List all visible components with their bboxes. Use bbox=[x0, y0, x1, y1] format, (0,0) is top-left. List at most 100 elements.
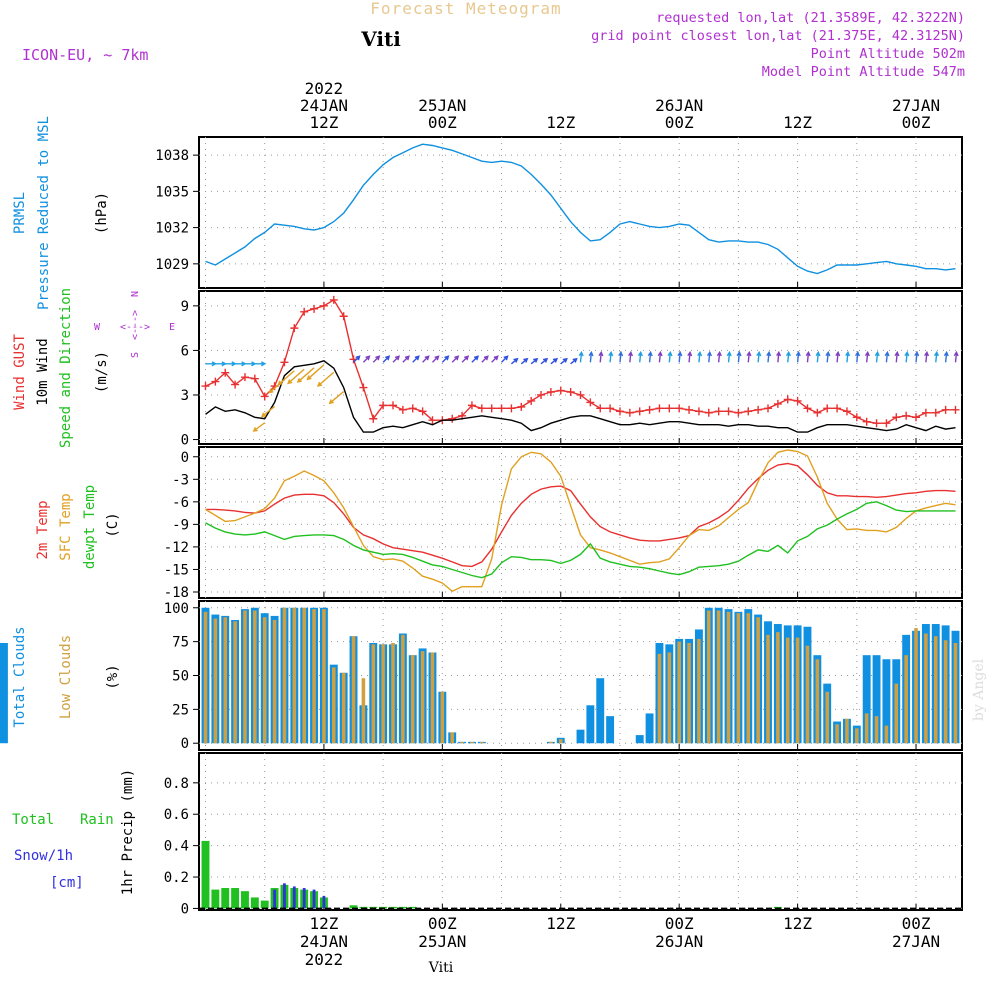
gust-marker bbox=[625, 408, 634, 417]
series-line-2 bbox=[205, 501, 956, 579]
wind-arrow bbox=[277, 370, 295, 386]
low-cloud-bar bbox=[381, 644, 385, 744]
low-cloud-bar bbox=[855, 728, 859, 744]
snow-bar bbox=[322, 895, 326, 909]
low-cloud-bar bbox=[943, 640, 948, 744]
wind-arrow bbox=[451, 355, 460, 363]
bottom-time-label: 12Z bbox=[546, 914, 575, 933]
low-cloud-bar bbox=[401, 634, 405, 744]
gust-marker bbox=[369, 414, 378, 423]
wind-arrow bbox=[736, 350, 742, 363]
gust-marker bbox=[764, 404, 772, 413]
footer-location: Viti bbox=[428, 960, 454, 976]
gust-marker bbox=[823, 404, 832, 413]
low-cloud-bar bbox=[835, 724, 839, 744]
wind-arrow bbox=[520, 357, 529, 365]
wind-arrow bbox=[805, 350, 811, 363]
low-cloud-bar bbox=[420, 651, 425, 744]
wind-arrow bbox=[254, 361, 267, 367]
y-tick-label: 0.8 bbox=[164, 776, 189, 792]
product-title: Forecast Meteogram bbox=[370, 0, 561, 18]
rain-bar bbox=[408, 906, 417, 909]
gust-marker bbox=[319, 301, 328, 310]
gust-marker bbox=[379, 401, 388, 410]
gust-marker bbox=[339, 312, 348, 321]
grid-point-coords: grid point closest lon,lat (21.375E, 42.… bbox=[591, 28, 965, 44]
gust-marker bbox=[467, 401, 476, 410]
rain-bar bbox=[349, 905, 358, 909]
wind-arrow bbox=[726, 350, 732, 363]
snow-bar bbox=[273, 889, 276, 909]
wind-arrow bbox=[578, 350, 584, 363]
rain-bar bbox=[241, 891, 249, 909]
y-tick-label: 25 bbox=[172, 702, 189, 718]
y-tick-label: -18 bbox=[164, 585, 189, 601]
rain-label-total: Total bbox=[12, 812, 54, 828]
gust-marker bbox=[744, 407, 753, 416]
low-cloud-bar bbox=[687, 642, 691, 744]
compass-s: S bbox=[130, 352, 141, 358]
y-tick-label: 0 bbox=[181, 450, 189, 466]
gust-marker bbox=[546, 388, 555, 397]
wind-arrow bbox=[933, 350, 939, 363]
y-tick-label: 1029 bbox=[155, 257, 189, 273]
panel-frame bbox=[198, 290, 963, 445]
gust-marker bbox=[941, 405, 950, 414]
low-cloud-bar bbox=[864, 713, 869, 744]
wind-arrow bbox=[667, 350, 673, 363]
wind-arrow bbox=[481, 355, 489, 363]
gust-marker bbox=[912, 413, 921, 422]
wind-arrow bbox=[953, 350, 959, 363]
low-cloud-bar bbox=[253, 610, 257, 744]
y-tick-label: 0.4 bbox=[164, 839, 189, 855]
low-cloud-bar bbox=[894, 683, 899, 744]
panel-2: 0 -3 -6 -9 -12 -15 -18 bbox=[164, 446, 963, 601]
wind-arrow bbox=[570, 357, 578, 365]
y-tick-label: 50 bbox=[172, 669, 189, 685]
y-tick-label: 0 bbox=[181, 433, 189, 449]
low-cloud-bar bbox=[322, 609, 326, 744]
wind-arrow bbox=[235, 361, 247, 367]
gust-marker bbox=[754, 405, 763, 414]
wind-arrow bbox=[306, 364, 325, 381]
top-time-label: 27JAN bbox=[892, 96, 940, 115]
low-cloud-bar bbox=[736, 613, 741, 744]
low-cloud-bar bbox=[657, 653, 662, 744]
point-altitude: Point Altitude 502m bbox=[811, 46, 965, 62]
compass-w: W bbox=[94, 322, 101, 333]
rain-bar bbox=[250, 897, 259, 909]
wind-arrow bbox=[943, 350, 949, 363]
gust-marker bbox=[783, 395, 792, 404]
gust-marker bbox=[872, 419, 881, 428]
wind-arrow bbox=[845, 350, 851, 363]
rain-bar bbox=[211, 889, 220, 909]
wind-arrow bbox=[392, 355, 401, 363]
low-cloud-bar bbox=[785, 637, 790, 744]
gust-marker bbox=[576, 390, 585, 399]
wind-arrow bbox=[550, 357, 559, 365]
low-cloud-bar bbox=[776, 632, 780, 744]
wind-arrow bbox=[766, 350, 772, 363]
low-cloud-bar bbox=[341, 672, 346, 744]
wind-arrow bbox=[431, 355, 440, 363]
gust-marker bbox=[556, 386, 565, 395]
y-tick-label: 1038 bbox=[155, 148, 189, 164]
gust-marker bbox=[714, 407, 723, 416]
low-cloud-bar bbox=[924, 633, 928, 744]
rain-bar bbox=[231, 888, 240, 909]
wind-arrow bbox=[540, 357, 549, 365]
low-cloud-bar bbox=[805, 645, 810, 744]
total-cloud-bar bbox=[586, 705, 595, 744]
wind-arrow bbox=[441, 355, 450, 363]
gust-marker bbox=[329, 295, 338, 304]
cloud-label-1: Total Clouds bbox=[12, 626, 28, 727]
total-cloud-bar bbox=[882, 659, 891, 744]
y-tick-label: 0 bbox=[181, 901, 189, 917]
low-cloud-bar bbox=[410, 655, 415, 744]
rain-bar bbox=[398, 906, 407, 909]
wind-arrow bbox=[598, 350, 604, 363]
panel-4: 0 0.2 0.4 0.6 0.8 bbox=[164, 752, 963, 917]
top-time-label: 00Z bbox=[902, 113, 931, 132]
wind-arrow bbox=[215, 361, 227, 367]
